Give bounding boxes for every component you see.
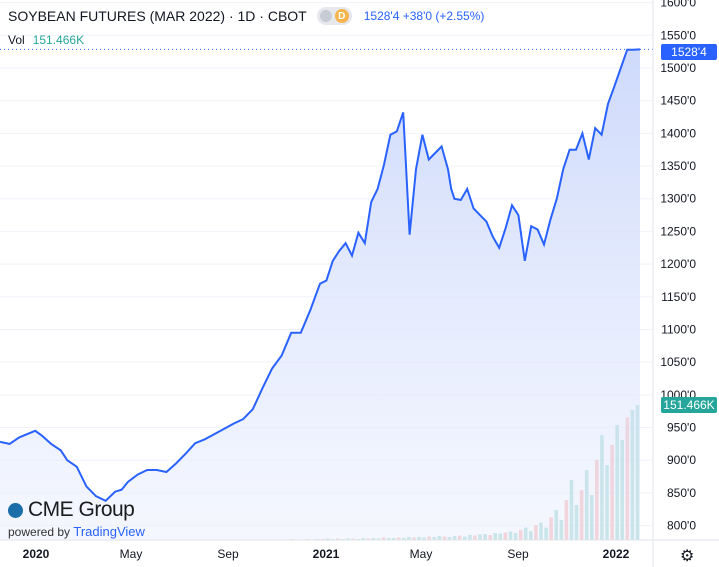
y-tick-label: 1250'0 (660, 224, 696, 238)
y-tick-label: 900'0 (667, 453, 696, 467)
y-tick-label: 950'0 (667, 421, 696, 435)
y-tick-label: 1300'0 (660, 192, 696, 206)
x-tick-label: May (410, 547, 433, 561)
cme-logo-text: CME Group (28, 498, 135, 521)
chart-header: SOYBEAN FUTURES (MAR 2022) · 1D · CBOT D… (8, 7, 484, 25)
y-tick-label: 1100'0 (661, 322, 696, 336)
price-line (0, 48, 641, 503)
x-tick-label: 2020 (23, 547, 50, 561)
y-tick-label: 1200'0 (660, 257, 696, 271)
price-area-fill (0, 49, 640, 541)
y-tick-label: 1350'0 (660, 159, 696, 173)
volume-price-label: 151.466K (661, 397, 717, 413)
y-tick-label: 1400'0 (660, 126, 696, 140)
y-tick-label: 1500'0 (660, 61, 696, 75)
y-tick-label: 1550'0 (660, 28, 696, 42)
y-tick-label: 850'0 (667, 486, 696, 500)
x-tick-label: Sep (507, 547, 529, 561)
last-quote: 1528'4 +38'0 (+2.55%) (363, 9, 485, 23)
y-axis[interactable]: 800'0850'0900'0950'01000'01050'01100'011… (660, 0, 696, 533)
volume-label: Vol (8, 33, 25, 47)
y-tick-label: 1450'0 (660, 94, 696, 108)
x-tick-label: 2021 (313, 547, 340, 561)
powered-by-text: powered by (8, 525, 71, 539)
x-tick-label: 2022 (603, 547, 630, 561)
tradingview-link[interactable]: TradingView (73, 524, 145, 539)
last-price-label: 1528'4 (661, 44, 717, 60)
volume-legend: Vol 151.466K (8, 33, 84, 47)
y-tick-label: 1600'0 (660, 0, 696, 10)
status-toggle[interactable]: D (316, 7, 352, 25)
volume-value: 151.466K (32, 33, 85, 47)
x-axis[interactable]: 2020 May Sep 2021 May Sep 2022 (23, 547, 630, 561)
status-dot-icon (319, 10, 332, 22)
y-tick-label: 1150'0 (661, 290, 696, 304)
delayed-badge: D (334, 9, 349, 23)
x-tick-label: Sep (217, 547, 239, 561)
settings-gear-icon[interactable]: ⚙ (680, 548, 695, 565)
y-tick-label: 1050'0 (660, 355, 696, 369)
branding[interactable]: CME Group powered by TradingView (8, 498, 145, 539)
symbol-title[interactable]: SOYBEAN FUTURES (MAR 2022) · 1D · CBOT (8, 8, 307, 24)
cme-globe-icon (8, 502, 23, 518)
x-tick-label: May (120, 547, 143, 561)
y-tick-label: 800'0 (667, 519, 696, 533)
